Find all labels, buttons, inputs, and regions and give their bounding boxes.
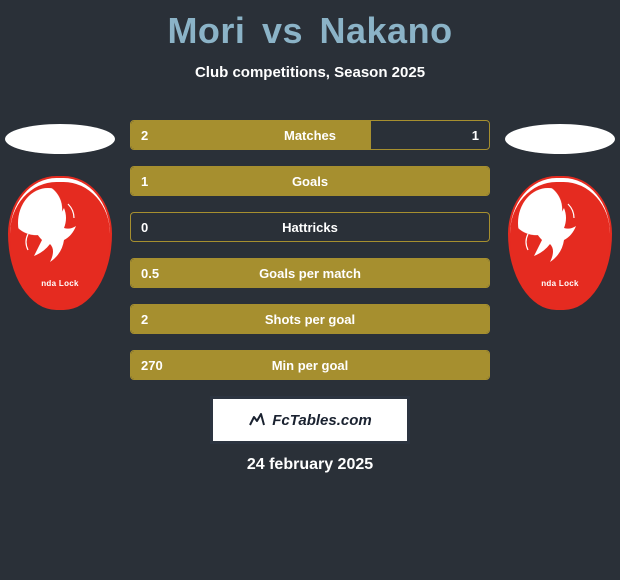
crest-sponsor-text: nda Lock xyxy=(10,279,110,288)
attribution-text: FcTables.com xyxy=(272,412,371,429)
player-left-name: Mori xyxy=(167,10,245,51)
date-line: 24 february 2025 xyxy=(0,456,620,474)
bird-icon xyxy=(520,190,590,270)
page-title: Mori vs Nakano xyxy=(0,0,620,52)
stat-row: 0.5Goals per match xyxy=(130,258,490,288)
stat-label: Goals xyxy=(131,174,489,189)
attribution-badge: FcTables.com xyxy=(210,396,410,444)
stat-label: Matches xyxy=(131,128,489,143)
bird-icon xyxy=(20,190,90,270)
stat-row: 0Hattricks xyxy=(130,212,490,242)
club-crest-right: nda Lock xyxy=(510,178,610,318)
stat-row: 1Goals xyxy=(130,166,490,196)
stats-comparison: 2Matches11Goals0Hattricks0.5Goals per ma… xyxy=(130,120,490,396)
fctables-logo-icon xyxy=(248,411,266,429)
stat-label: Min per goal xyxy=(131,358,489,373)
stat-label: Goals per match xyxy=(131,266,489,281)
header-ellipse-left xyxy=(5,124,115,154)
stat-label: Shots per goal xyxy=(131,312,489,327)
header-ellipse-right xyxy=(505,124,615,154)
stat-row: 2Matches1 xyxy=(130,120,490,150)
crest-sponsor-text: nda Lock xyxy=(510,279,610,288)
stat-row: 270Min per goal xyxy=(130,350,490,380)
stat-row: 2Shots per goal xyxy=(130,304,490,334)
shield-icon: nda Lock xyxy=(510,178,610,308)
stat-right-value: 1 xyxy=(472,128,479,143)
player-right-name: Nakano xyxy=(320,10,453,51)
club-crest-left: nda Lock xyxy=(10,178,110,318)
vs-separator: vs xyxy=(262,10,303,51)
subtitle: Club competitions, Season 2025 xyxy=(0,64,620,81)
stat-label: Hattricks xyxy=(131,220,489,235)
shield-icon: nda Lock xyxy=(10,178,110,308)
